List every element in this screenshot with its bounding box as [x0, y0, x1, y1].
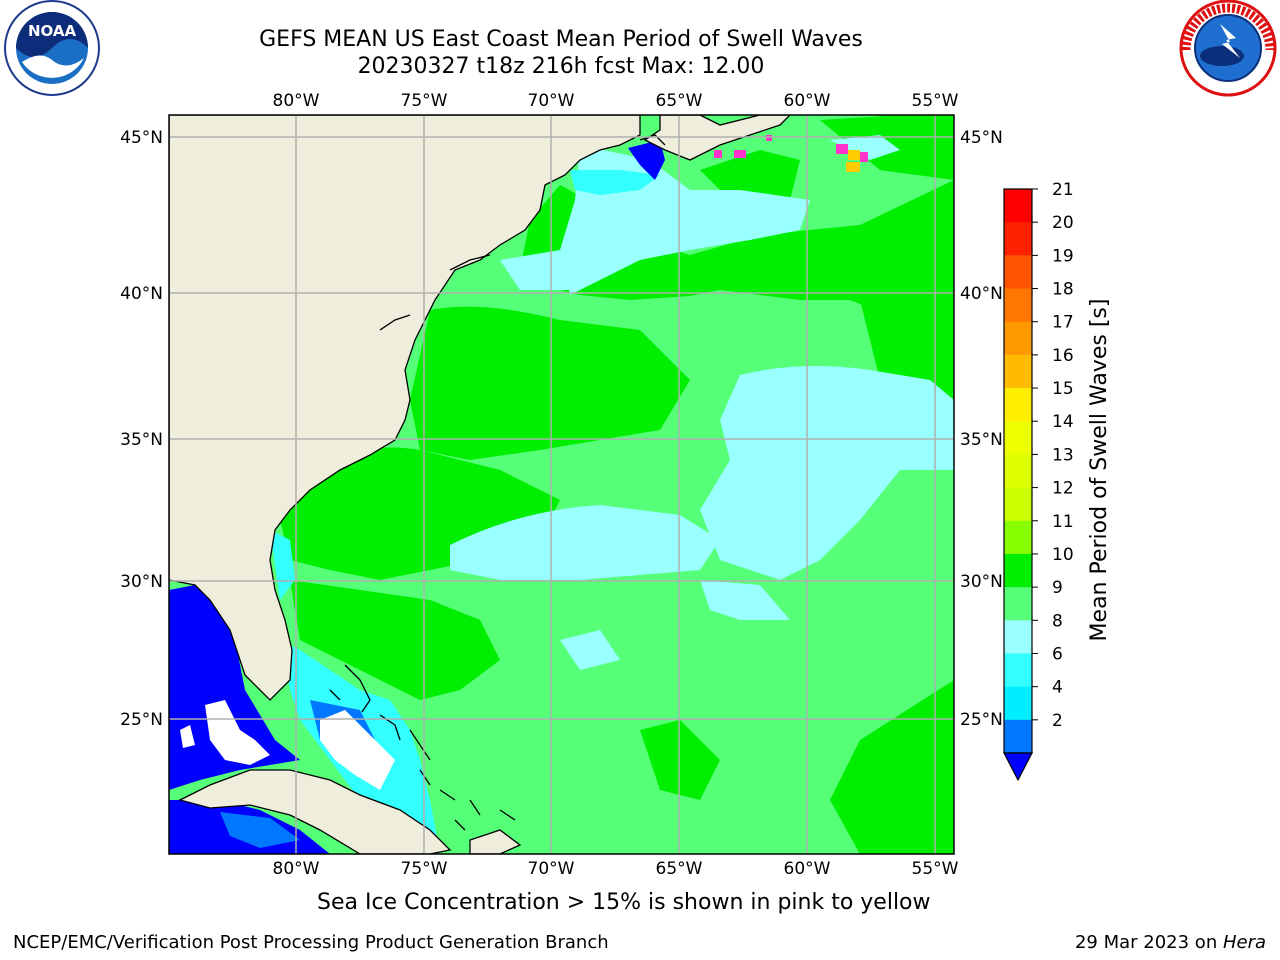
- colorbar-bin: [1004, 421, 1032, 455]
- lon-tick-label: 80°W: [273, 91, 320, 111]
- land-masses: [169, 115, 791, 854]
- colorbar-tick-label: 13: [1052, 445, 1074, 465]
- lat-ticks-left: 45°N 40°N 35°N 30°N 25°N: [120, 128, 163, 730]
- lat-tick-label: 45°N: [960, 128, 1003, 148]
- colorbar-bin: [1004, 388, 1032, 422]
- lat-tick-label: 35°N: [120, 430, 163, 450]
- colorbar-tick-label: 21: [1052, 180, 1074, 200]
- colorbar-tick-label: 10: [1052, 545, 1074, 565]
- lon-tick-label: 60°W: [784, 91, 831, 111]
- colorbar-label: Mean Period of Swell Waves [s]: [1087, 299, 1112, 642]
- date-footer: 29 Mar 2023 on Hera: [1075, 932, 1266, 953]
- lon-tick-label: 75°W: [401, 91, 448, 111]
- colorbar-bin: [1004, 520, 1032, 555]
- colorbar-bin: [1004, 719, 1032, 754]
- colorbar: 21 20 19 18 17 16 15 14 13 12 11 10 9 8 6 4 2 Mean Perio…: [1003, 180, 1112, 782]
- lon-tick-label: 65°W: [656, 859, 703, 879]
- map-title: GEFS MEAN US East Coast Mean Period of S…: [259, 27, 863, 52]
- colorbar-bin: [1004, 189, 1032, 223]
- lat-tick-label: 35°N: [960, 430, 1003, 450]
- colorbar-tick-label: 8: [1052, 611, 1063, 631]
- lat-tick-label: 40°N: [960, 284, 1003, 304]
- lon-tick-label: 70°W: [528, 859, 575, 879]
- no-data-region: [180, 700, 395, 790]
- lon-tick-label: 75°W: [401, 859, 448, 879]
- colorbar-under-triangle: [1003, 752, 1033, 782]
- date-text: 29 Mar 2023 on: [1074, 932, 1223, 953]
- lat-tick-label: 30°N: [120, 572, 163, 592]
- lat-tick-label: 40°N: [120, 284, 163, 304]
- colorbar-bins: [1004, 189, 1032, 754]
- colorbar-tick-label: 19: [1052, 246, 1074, 266]
- lat-ticks-right: 45°N 40°N 35°N 30°N 25°N: [960, 128, 1003, 730]
- graticule: [169, 115, 954, 854]
- lon-tick-label: 60°W: [784, 859, 831, 879]
- noaa-logo: NOAA: [4, 0, 100, 96]
- lon-tick-label: 65°W: [656, 91, 703, 111]
- lon-ticks-top: 80°W 75°W 70°W 65°W 60°W 55°W: [273, 91, 959, 111]
- colorbar-tick-label: 14: [1052, 412, 1074, 432]
- lat-tick-label: 25°N: [960, 710, 1003, 730]
- colorbar-tick-label: 12: [1052, 479, 1074, 499]
- sea-ice-region: [714, 135, 868, 172]
- colorbar-bin: [1004, 553, 1032, 588]
- colorbar-bin: [1004, 255, 1032, 290]
- colorbar-ticks: 21 20 19 18 17 16 15 14 13 12 11 10 9 8 6 4 2: [1032, 180, 1074, 731]
- lat-tick-label: 25°N: [120, 710, 163, 730]
- colorbar-bin: [1004, 487, 1032, 522]
- colorbar-frame: [1003, 188, 1033, 754]
- noaa-logo-text: NOAA: [28, 22, 77, 40]
- colorbar-bin: [1004, 354, 1032, 389]
- colorbar-tick-label: 17: [1052, 313, 1074, 333]
- lat-tick-label: 30°N: [960, 572, 1003, 592]
- colorbar-bin: [1004, 454, 1032, 489]
- colorbar-tick-label: 6: [1052, 644, 1063, 664]
- colorbar-bin: [1004, 321, 1032, 356]
- colorbar-bin: [1004, 686, 1032, 721]
- lon-tick-label: 55°W: [912, 859, 959, 879]
- colorbar-tick-label: 16: [1052, 346, 1074, 366]
- machine-name: Hera: [1222, 932, 1266, 953]
- colorbar-bin: [1004, 288, 1032, 323]
- nws-logo: [1179, 0, 1277, 97]
- colorbar-tick-label: 4: [1052, 678, 1063, 698]
- colorbar-bin: [1004, 653, 1032, 688]
- map-subtitle: 20230327 t18z 216h fcst Max: 12.00: [357, 54, 765, 79]
- colorbar-tick-label: 2: [1052, 711, 1063, 731]
- coastline-islands: [329, 134, 666, 831]
- lon-ticks-bottom: 80°W 75°W 70°W 65°W 60°W 55°W: [273, 859, 959, 879]
- lat-tick-label: 45°N: [120, 128, 163, 148]
- colorbar-tick-label: 20: [1052, 213, 1074, 233]
- lon-tick-label: 55°W: [912, 91, 959, 111]
- sea-ice-note: Sea Ice Concentration > 15% is shown in …: [317, 890, 931, 915]
- colorbar-bin: [1004, 620, 1032, 654]
- colorbar-tick-label: 15: [1052, 379, 1074, 399]
- colorbar-tick-label: 11: [1052, 512, 1074, 532]
- map-panel: [169, 115, 954, 854]
- colorbar-bin: [1004, 222, 1032, 256]
- lon-tick-label: 70°W: [528, 91, 575, 111]
- credit-footer: NCEP/EMC/Verification Post Processing Pr…: [13, 932, 609, 953]
- colorbar-bin: [1004, 587, 1032, 621]
- colorbar-tick-label: 18: [1052, 280, 1074, 300]
- colorbar-tick-label: 9: [1052, 578, 1063, 598]
- lon-tick-label: 80°W: [273, 859, 320, 879]
- map-frame: [168, 114, 955, 855]
